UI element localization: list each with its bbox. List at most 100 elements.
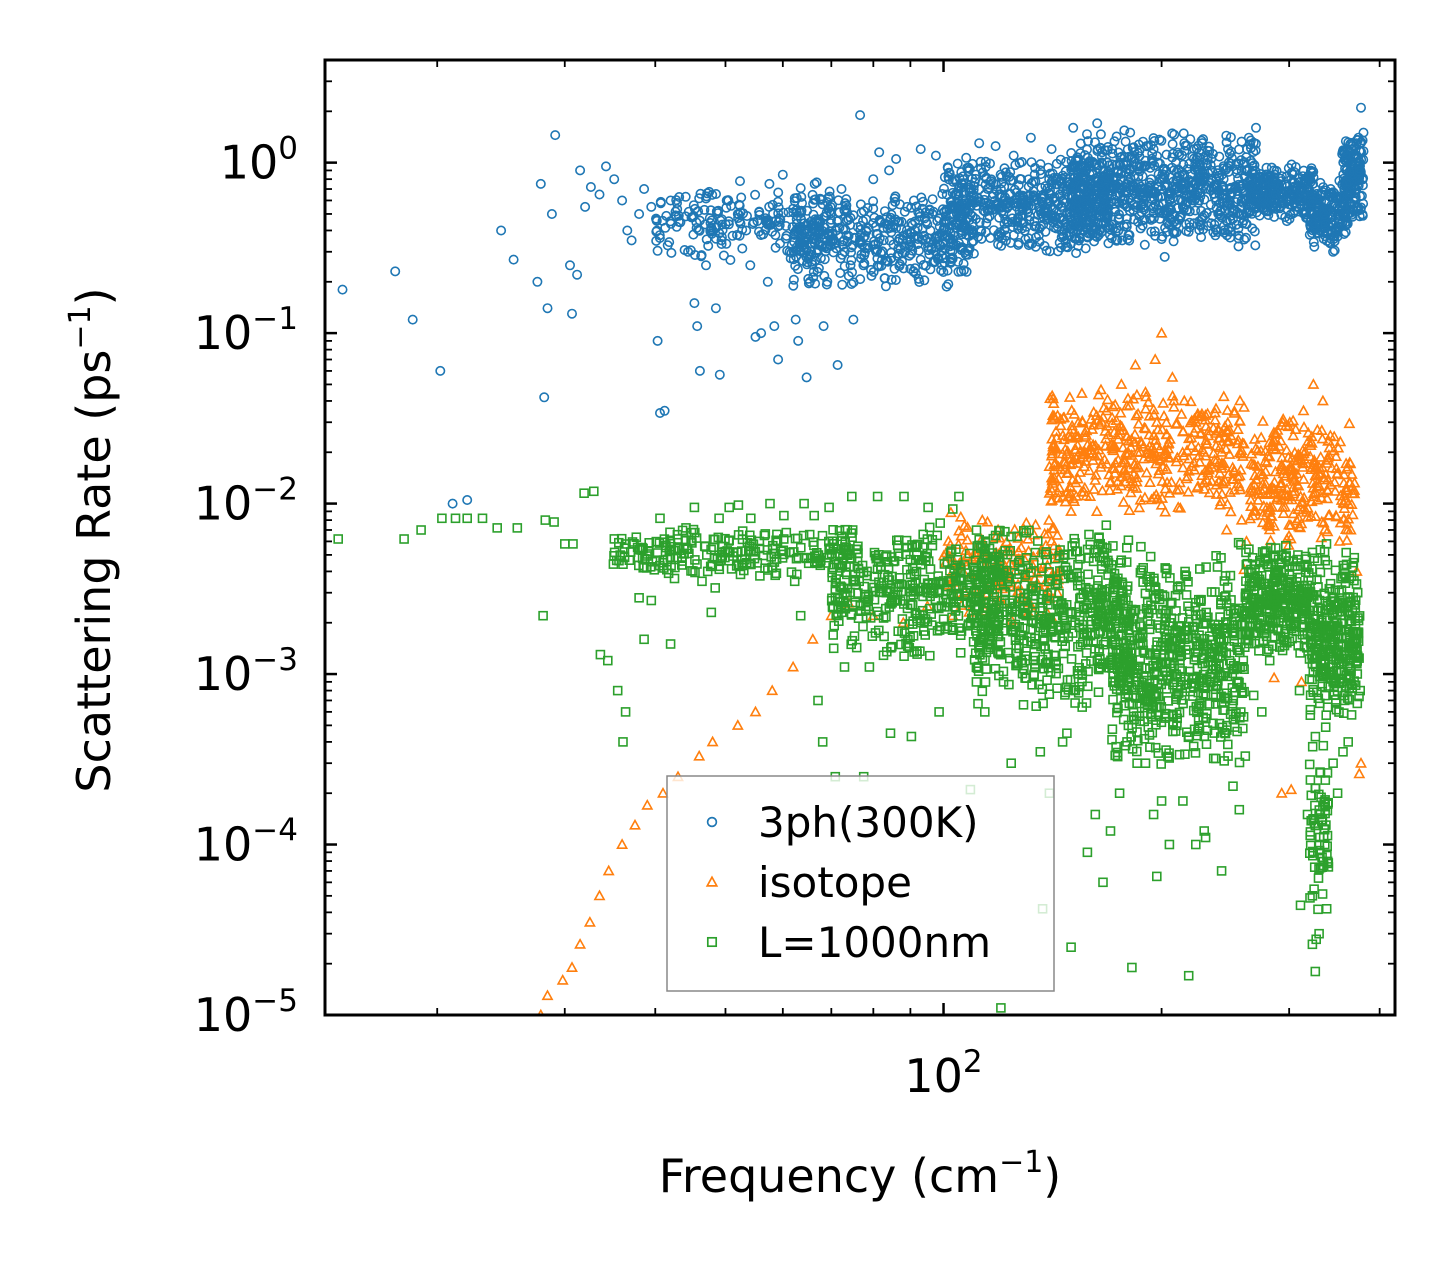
data-point	[1305, 495, 1318, 507]
data-point	[447, 498, 458, 509]
data-point	[854, 234, 865, 245]
data-point	[1134, 161, 1145, 172]
data-point	[1190, 422, 1203, 433]
data-point	[1113, 225, 1124, 236]
data-point	[602, 864, 615, 876]
data-point	[1132, 461, 1145, 472]
data-point	[1092, 449, 1105, 461]
data-point	[980, 677, 991, 687]
data-point	[1033, 209, 1044, 220]
data-point	[1092, 388, 1105, 400]
data-point	[1193, 455, 1206, 467]
data-point	[1111, 482, 1124, 494]
data-point	[1315, 515, 1328, 527]
data-point	[974, 138, 985, 149]
data-point	[1042, 675, 1052, 686]
data-point	[876, 217, 887, 228]
data-point	[1156, 450, 1169, 461]
data-point	[839, 205, 850, 216]
data-point	[1181, 444, 1194, 456]
data-point	[1234, 209, 1245, 220]
data-point	[848, 210, 859, 221]
data-point	[1210, 402, 1222, 414]
data-point	[695, 188, 706, 199]
data-point	[819, 212, 830, 223]
data-point	[1245, 181, 1256, 192]
data-point	[1331, 467, 1344, 479]
data-point	[1238, 159, 1249, 170]
data-point	[705, 205, 716, 216]
data-point	[1185, 431, 1198, 443]
data-point	[680, 211, 691, 222]
data-point	[693, 749, 706, 761]
data-point	[915, 254, 926, 265]
data-point	[884, 165, 895, 176]
data-point	[718, 250, 729, 261]
data-point	[1128, 436, 1141, 447]
data-point	[1338, 157, 1349, 168]
data-point	[1065, 505, 1078, 516]
data-point	[1016, 157, 1027, 168]
data-point	[1115, 152, 1126, 163]
data-point	[1189, 195, 1200, 206]
data-point	[1225, 570, 1236, 581]
data-point	[1178, 204, 1189, 215]
data-point	[1343, 477, 1356, 488]
data-point	[1103, 202, 1114, 213]
data-point	[1245, 139, 1256, 150]
data-point	[1325, 184, 1336, 195]
data-point	[407, 314, 418, 325]
data-point	[884, 235, 895, 246]
data-point	[1110, 414, 1123, 426]
data-point	[1347, 211, 1358, 222]
data-point	[1345, 139, 1356, 150]
data-point	[790, 314, 801, 325]
data-point	[1276, 171, 1287, 182]
data-point	[1159, 251, 1170, 262]
data-point	[1251, 444, 1264, 456]
data-point	[566, 308, 577, 319]
data-point	[1147, 148, 1158, 159]
data-point	[1305, 435, 1317, 447]
data-point	[1311, 188, 1322, 199]
data-point	[1294, 189, 1305, 200]
data-point	[787, 660, 800, 672]
data-point	[1139, 202, 1150, 213]
data-point	[868, 174, 879, 185]
data-point	[617, 195, 628, 206]
data-point	[1090, 137, 1101, 148]
data-point	[683, 246, 694, 257]
data-point	[1199, 449, 1212, 461]
data-point	[703, 240, 714, 251]
data-point	[1016, 174, 1027, 185]
data-point	[1048, 458, 1061, 470]
data-point	[1249, 226, 1260, 237]
data-point	[666, 247, 677, 258]
data-point	[1093, 687, 1104, 698]
data-point	[990, 204, 1001, 215]
data-point	[984, 205, 995, 216]
data-point	[1147, 491, 1160, 502]
data-point	[1025, 238, 1036, 249]
data-point	[1332, 441, 1345, 453]
data-point	[1325, 233, 1336, 244]
data-point	[905, 249, 916, 260]
data-point	[1062, 490, 1074, 502]
data-point	[734, 176, 745, 187]
data-point	[1046, 474, 1059, 486]
data-point	[1062, 429, 1075, 441]
data-point	[868, 203, 879, 214]
data-point	[1083, 464, 1096, 476]
data-point	[1206, 182, 1217, 193]
data-point	[1103, 172, 1114, 183]
data-point	[1212, 562, 1223, 572]
data-point	[1309, 241, 1320, 252]
data-point	[1243, 132, 1254, 143]
data-point	[1011, 194, 1022, 205]
data-point	[1046, 144, 1057, 155]
data-point	[1222, 467, 1235, 479]
data-point	[1075, 485, 1088, 497]
data-point	[745, 260, 756, 271]
data-point	[1013, 212, 1024, 223]
data-point	[706, 735, 719, 747]
